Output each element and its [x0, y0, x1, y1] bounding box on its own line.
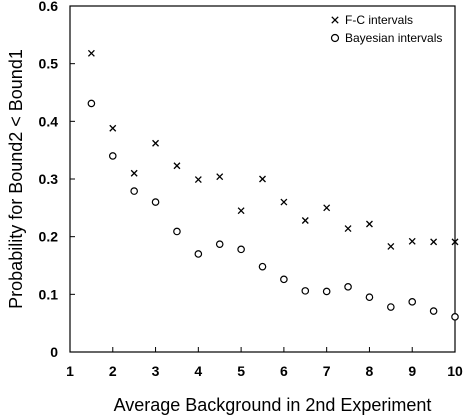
y-tick-label: 0.6 — [39, 0, 59, 14]
legend-circle-marker — [330, 33, 340, 43]
fc-interval-point — [430, 238, 438, 246]
bayesian-interval-point — [237, 245, 245, 254]
fc-interval-point — [130, 169, 138, 177]
fc-interval-point — [173, 162, 181, 170]
x-axis-label: Average Background in 2nd Experiment — [114, 395, 432, 415]
bayesian-interval-point — [365, 293, 374, 302]
legend: F-C intervals Bayesian intervals — [330, 13, 442, 45]
fc-interval-point — [109, 124, 117, 132]
bayesian-interval-point — [322, 287, 331, 296]
fc-interval-point — [344, 225, 352, 233]
x-tick-label: 10 — [447, 363, 463, 379]
bayesian-interval-point — [173, 227, 181, 236]
fc-interval-point — [408, 237, 416, 245]
y-tick-label: 0.3 — [39, 171, 59, 187]
x-tick-label: 5 — [237, 363, 245, 379]
legend-label-bayesian: Bayesian intervals — [345, 31, 442, 45]
x-tick-label: 9 — [408, 363, 416, 379]
fc-interval-point — [259, 175, 266, 183]
legend-entry-bayesian: Bayesian intervals — [330, 31, 442, 45]
fc-interval-point — [280, 198, 288, 206]
fc-interval-point — [387, 243, 395, 250]
data-points — [87, 49, 459, 321]
bayesian-interval-point — [301, 287, 310, 295]
y-tick-label: 0.5 — [39, 56, 59, 72]
fc-interval-point — [216, 173, 224, 181]
x-tick-label: 4 — [194, 363, 202, 379]
fc-interval-point — [323, 204, 331, 212]
y-tick-label: 0 — [50, 344, 58, 360]
bayesian-interval-point — [258, 262, 267, 271]
bayesian-interval-point — [130, 187, 138, 195]
legend-label-fc: F-C intervals — [345, 13, 413, 27]
bayesian-interval-point — [280, 275, 288, 284]
fc-interval-point — [194, 176, 202, 184]
legend-x-marker — [331, 16, 339, 24]
fc-interval-point — [365, 220, 373, 228]
bayesian-interval-point — [87, 99, 96, 108]
fc-interval-point — [237, 207, 245, 215]
x-axis-ticks: 1 2 3 4 5 6 7 8 9 10 — [66, 347, 463, 379]
bayesian-interval-point — [387, 303, 395, 311]
legend-entry-fc: F-C intervals — [331, 13, 413, 27]
x-tick-label: 2 — [109, 363, 117, 379]
fc-interval-point — [301, 217, 309, 224]
bayesian-interval-point — [194, 250, 203, 258]
bayesian-interval-point — [215, 240, 224, 248]
x-tick-label: 6 — [280, 363, 288, 379]
fc-interval-point — [451, 238, 459, 246]
x-tick-label: 7 — [323, 363, 331, 379]
y-tick-label: 0.4 — [39, 113, 59, 129]
x-tick-label: 3 — [152, 363, 160, 379]
y-axis-ticks: 0 0.1 0.2 0.3 0.4 0.5 0.6 — [39, 0, 75, 360]
bayesian-interval-point — [429, 307, 438, 315]
legend-x-glyph — [331, 16, 339, 24]
legend-circle-glyph — [330, 33, 340, 43]
bayesian-interval-point — [151, 198, 160, 206]
bayesian-interval-point — [451, 313, 459, 321]
fc-interval-point — [152, 139, 160, 147]
y-axis-label: Probability for Bound2 < Bound1 — [6, 49, 26, 309]
y-tick-label: 0.1 — [39, 286, 59, 302]
x-tick-label: 1 — [66, 363, 74, 379]
bayesian-interval-point — [408, 298, 417, 306]
fc-interval-point — [87, 49, 95, 57]
bayesian-interval-point — [108, 152, 117, 160]
y-tick-label: 0.2 — [39, 229, 59, 245]
bayesian-interval-point — [344, 283, 352, 291]
x-tick-label: 8 — [366, 363, 374, 379]
